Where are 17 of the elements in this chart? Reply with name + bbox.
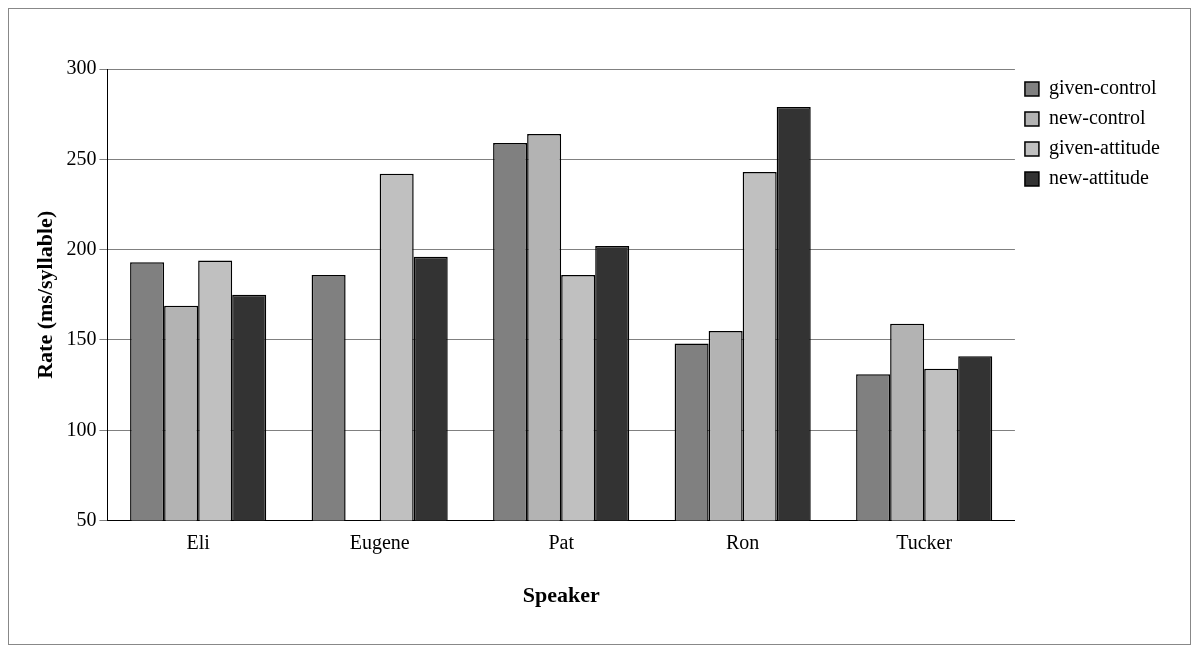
x-tick-label: Eli <box>186 530 211 553</box>
legend-label: given-control <box>1048 76 1158 100</box>
x-axis-title: Speaker <box>522 582 600 608</box>
y-tick-label: 100 <box>66 417 97 440</box>
legend-label: new-control <box>1048 106 1146 129</box>
legend-label: new-attitude <box>1048 166 1150 189</box>
y-tick-label: 250 <box>66 146 97 169</box>
x-tick-label: Ron <box>726 530 760 553</box>
x-tick-label: Pat <box>548 530 575 553</box>
y-tick-label: 50 <box>76 507 97 530</box>
x-tick-label: Tucker <box>896 530 953 553</box>
y-axis-title: Rate (ms/syllable) <box>31 210 57 379</box>
y-tick-label: 150 <box>66 327 97 350</box>
x-tick-label: Eugene <box>349 530 410 554</box>
y-tick-label: 200 <box>66 236 97 259</box>
legend-label: given-attitude <box>1048 136 1161 160</box>
y-tick-label: 300 <box>66 56 97 79</box>
